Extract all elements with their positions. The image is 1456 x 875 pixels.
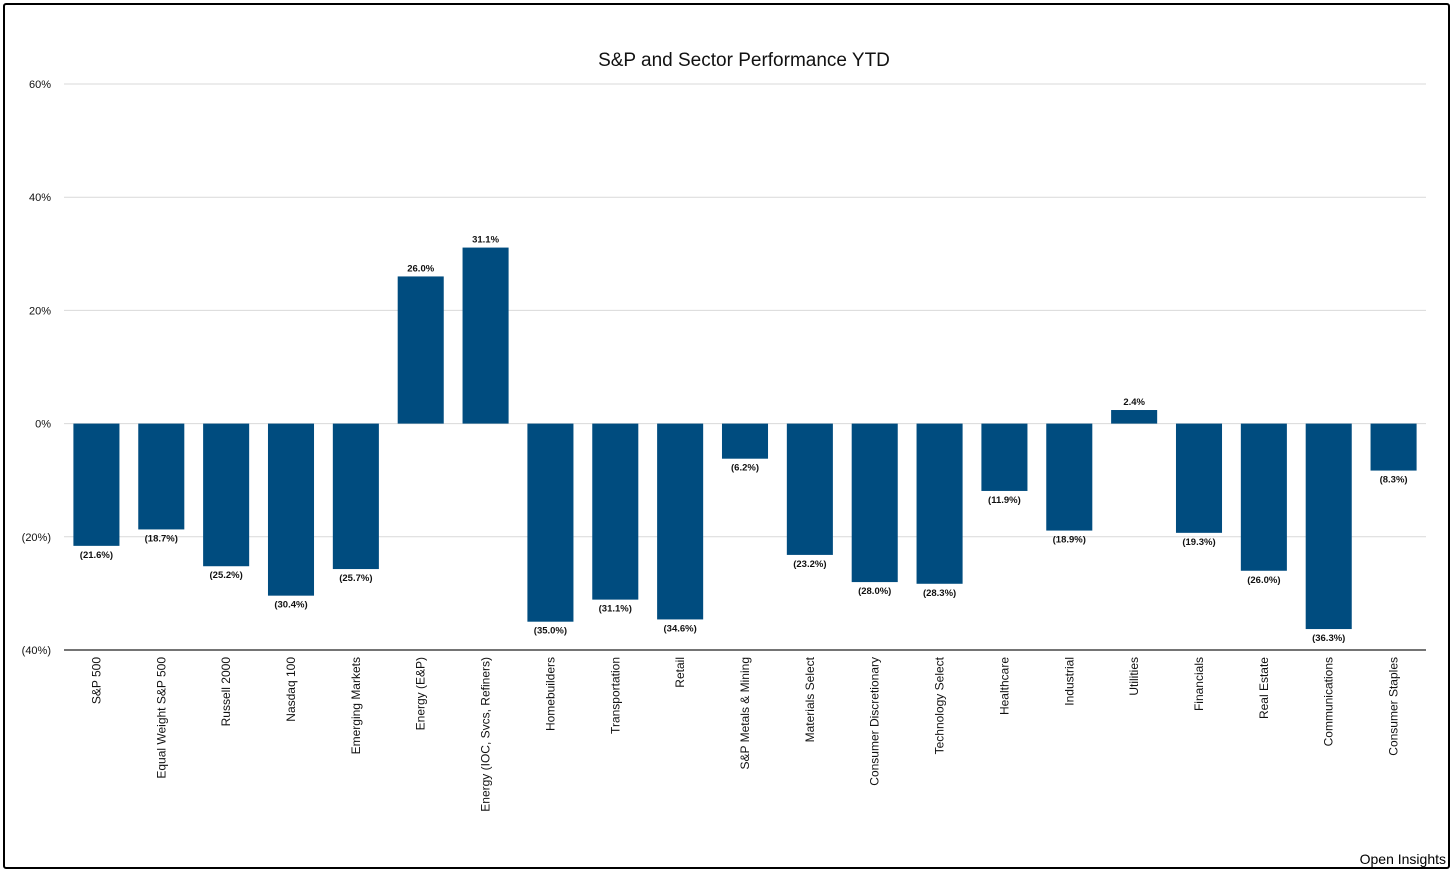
bar: [981, 423, 1028, 491]
bar: [397, 276, 444, 424]
data-label: (18.7%): [145, 533, 178, 544]
x-tick-label: Transportation: [608, 657, 622, 734]
x-tick-label: Financials: [1192, 657, 1206, 711]
bar: [1305, 423, 1352, 630]
bar: [1046, 423, 1093, 531]
data-labels: (21.6%) (18.7%) (25.2%) (30.4%) (25.7%) 26.0%…: [80, 235, 1408, 644]
data-label: (21.6%): [80, 550, 113, 561]
bar: [73, 423, 120, 546]
y-tick-label: 60%: [29, 79, 51, 91]
x-tick-label: S&P 500: [89, 657, 103, 704]
y-tick-label: 20%: [29, 305, 51, 317]
bar: [527, 423, 574, 622]
data-label: (30.4%): [274, 600, 307, 611]
bar: [1240, 423, 1287, 571]
chart-title: S&P and Sector Performance YTD: [598, 50, 890, 71]
data-label: (25.2%): [210, 570, 243, 581]
x-tick-label: Technology Select: [933, 656, 947, 754]
x-tick-label: Real Estate: [1257, 657, 1271, 719]
x-tick-label: Industrial: [1062, 657, 1076, 706]
bar: [203, 423, 250, 567]
data-label: (34.6%): [664, 623, 697, 634]
bar: [657, 423, 704, 620]
bar: [851, 423, 898, 583]
x-tick-label: Materials Select: [803, 656, 817, 742]
data-label: (35.0%): [534, 626, 567, 637]
data-label: (11.9%): [988, 495, 1021, 506]
bar: [1111, 410, 1158, 424]
bars: [73, 247, 1417, 630]
data-label: (28.0%): [858, 586, 891, 597]
bar: [592, 423, 639, 600]
bar: [1370, 423, 1417, 471]
data-label: (25.7%): [339, 573, 372, 584]
x-tick-label: Russell 2000: [219, 657, 233, 727]
x-tick-label: Nasdaq 100: [284, 657, 298, 722]
bar: [786, 423, 833, 555]
x-tick-label: Consumer Discretionary: [868, 657, 882, 786]
x-tick-label: Utilities: [1127, 657, 1141, 696]
data-label: (28.3%): [923, 588, 956, 599]
y-tick-label: 0%: [35, 419, 51, 431]
data-label: (18.9%): [1053, 535, 1086, 546]
bar: [721, 423, 769, 459]
data-label: (31.1%): [599, 604, 632, 615]
data-label: 2.4%: [1123, 397, 1145, 408]
x-tick-label: Communications: [1322, 657, 1336, 746]
x-tick-label: Equal Weight S&P 500: [154, 657, 168, 779]
bar: [462, 247, 509, 424]
x-tick-label: Healthcare: [997, 657, 1011, 715]
x-tick-label: S&P Metals & Mining: [738, 657, 752, 770]
bar: [916, 423, 963, 584]
data-label: 31.1%: [472, 235, 499, 246]
data-label: (6.2%): [731, 463, 759, 474]
bar: [138, 423, 185, 530]
bar: [267, 423, 315, 596]
data-label: (36.3%): [1312, 633, 1345, 644]
data-label: (23.2%): [793, 559, 826, 570]
source-label: Open Insights: [1359, 851, 1446, 867]
bar: [1175, 423, 1223, 533]
x-tick-label: Energy (IOC, Svcs, Refiners): [479, 657, 493, 812]
y-tick-label: (40%): [22, 645, 51, 657]
x-tick-label: Energy (E&P): [414, 657, 428, 730]
data-label: (8.3%): [1380, 475, 1408, 486]
x-tick-label: Homebuilders: [543, 657, 557, 731]
data-label: 26.0%: [407, 263, 434, 274]
x-tick-label: Retail: [673, 657, 687, 688]
data-label: (19.3%): [1182, 537, 1215, 548]
x-axis-ticks: S&P 500 Equal Weight S&P 500 Russell 2000 N…: [89, 656, 1400, 811]
y-tick-label: 40%: [29, 192, 51, 204]
y-tick-label: (20%): [22, 532, 51, 544]
bar: [332, 423, 379, 570]
y-axis-ticks: 60% 40% 20% 0% (20%) (40%): [22, 79, 52, 657]
x-tick-label: Emerging Markets: [349, 657, 363, 754]
data-label: (26.0%): [1247, 575, 1280, 586]
x-tick-label: Consumer Staples: [1387, 657, 1401, 756]
